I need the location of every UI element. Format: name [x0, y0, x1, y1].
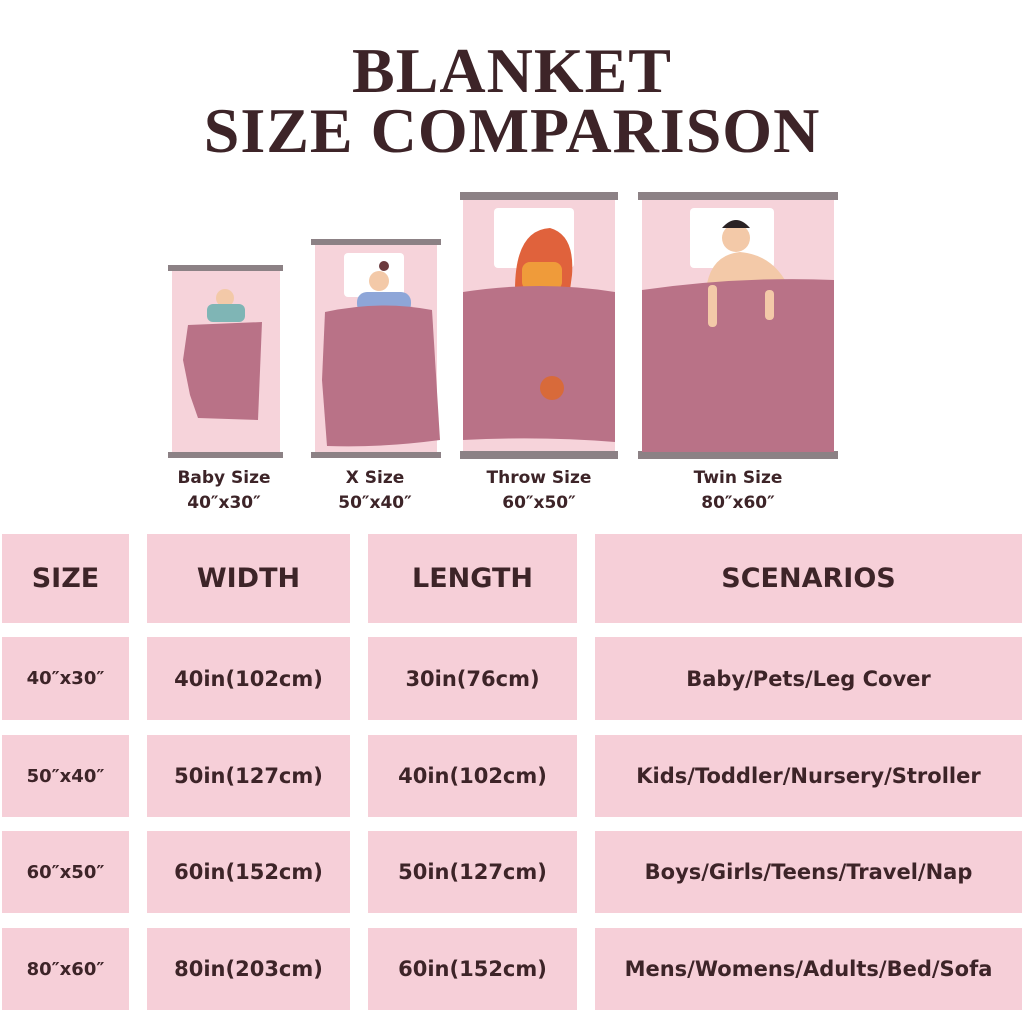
bed-x [311, 239, 441, 458]
table-cell: Baby/Pets/Leg Cover [595, 637, 1022, 720]
bed-name: X Size [345, 468, 405, 488]
blanket-baby [183, 322, 262, 420]
table-header-cell: LENGTH [368, 534, 577, 623]
table-cell: 60in(152cm) [147, 831, 350, 913]
table-cell: Kids/Toddler/Nursery/Stroller [595, 735, 1022, 817]
title-line-2: SIZE COMPARISON [203, 95, 821, 166]
bed-label-baby: Baby Size 40″x30″ [134, 466, 314, 516]
bed-illustrations [168, 192, 838, 459]
table-cell: Mens/Womens/Adults/Bed/Sofa [595, 928, 1022, 1010]
bed-twin [638, 192, 838, 459]
table-cell: 80in(203cm) [147, 928, 350, 1010]
title-line-1: BLANKET [352, 35, 672, 106]
bed-label-x: X Size 50″x40″ [285, 466, 465, 516]
table-header-cell: SCENARIOS [595, 534, 1022, 623]
table-cell: 30in(76cm) [368, 637, 577, 720]
table-cell: 40″x30″ [2, 637, 129, 720]
table-cell: Boys/Girls/Teens/Travel/Nap [595, 831, 1022, 913]
bed-label-throw: Throw Size 60″x50″ [449, 466, 629, 516]
bed-name: Baby Size [177, 468, 271, 488]
cat-figure [540, 376, 564, 400]
bed-throw [460, 192, 618, 459]
blanket-twin [642, 279, 834, 452]
bed-size: 40″x30″ [187, 493, 261, 513]
blanket-x [322, 305, 440, 447]
table-cell: 40in(102cm) [368, 735, 577, 817]
bed-name: Throw Size [486, 468, 592, 488]
bed-label-twin: Twin Size 80″x60″ [648, 466, 828, 516]
table-cell: 50″x40″ [2, 735, 129, 817]
bed-name: Twin Size [693, 468, 783, 488]
blanket-throw [463, 286, 615, 442]
table-cell: 50in(127cm) [368, 831, 577, 913]
baby-figure [216, 289, 234, 307]
bed-size: 50″x40″ [338, 493, 412, 513]
table-cell: 50in(127cm) [147, 735, 350, 817]
bed-size: 80″x60″ [701, 493, 775, 513]
bed-size: 60″x50″ [502, 493, 576, 513]
table-cell: 60″x50″ [2, 831, 129, 913]
table-cell: 80″x60″ [2, 928, 129, 1010]
bed-baby [168, 265, 283, 458]
table-cell: 60in(152cm) [368, 928, 577, 1010]
table-header-cell: WIDTH [147, 534, 350, 623]
table-header-cell: SIZE [2, 534, 129, 623]
table-cell: 40in(102cm) [147, 637, 350, 720]
